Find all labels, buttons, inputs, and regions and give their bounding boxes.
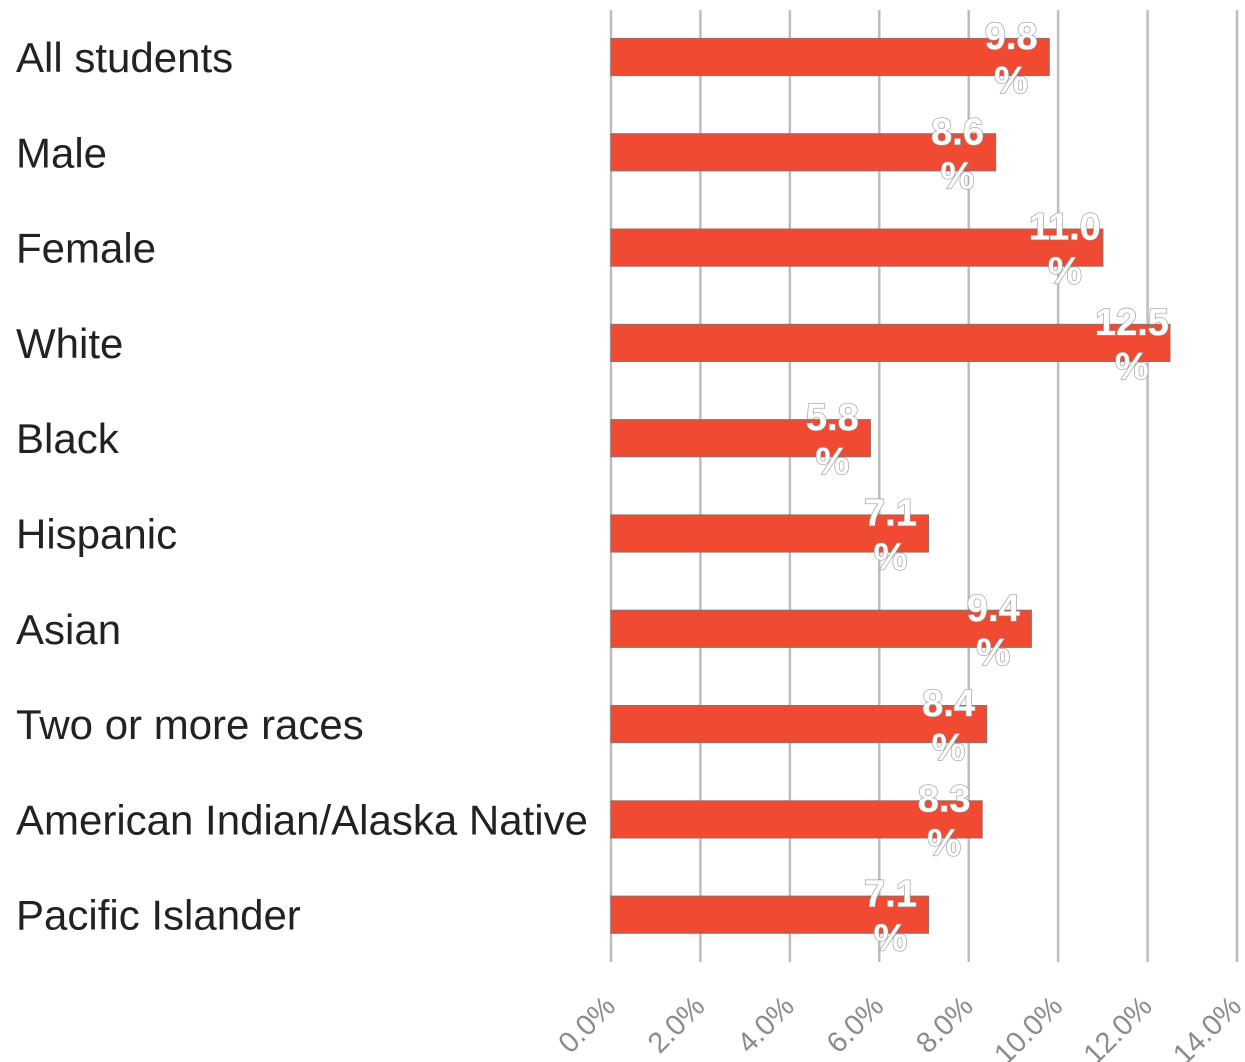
data-label: 8.4%: [922, 683, 975, 769]
category-label: Black: [16, 415, 120, 462]
x-tick-label: 14.0%: [1167, 990, 1245, 1062]
data-label: 11.0%: [1029, 207, 1101, 293]
bar: [610, 704, 988, 744]
category-label: American Indian/Alaska Native: [16, 796, 588, 843]
x-tick-label: 4.0%: [731, 990, 800, 1059]
data-label: 5.8%: [806, 397, 859, 483]
category-labels: All students Male Female White Black Hispanic…: [16, 34, 588, 939]
x-tick-label: 10.0%: [988, 990, 1069, 1062]
category-label: Male: [16, 129, 107, 176]
x-tick-label: 6.0%: [821, 990, 890, 1059]
bar: [610, 419, 871, 458]
x-tick-label: 12.0%: [1078, 990, 1159, 1062]
bar: [610, 895, 930, 934]
x-axis-tick-labels: 0.0% 2.0% 4.0% 6.0% 8.0% 10.0% 12.0% 14.0%: [553, 990, 1245, 1062]
bars: [610, 37, 1171, 934]
category-label: All students: [16, 34, 233, 81]
data-label: 12.5%: [1095, 302, 1169, 388]
data-label: 7.1%: [864, 493, 917, 579]
data-labels: 9.8 %8.6 %11.0 %12.5 %5.8 %7.1 %9.4 %8.4 %8.3 %7.…: [805, 15, 1169, 960]
data-label: 8.6%: [931, 111, 984, 197]
bar: [610, 228, 1104, 267]
data-label: 8.3%: [918, 778, 971, 864]
category-label: Pacific Islander: [16, 892, 301, 939]
bar: [610, 800, 983, 839]
category-label: Asian: [16, 606, 121, 653]
category-label: Hispanic: [16, 511, 177, 558]
bar: [610, 37, 1050, 77]
bar: [610, 609, 1032, 648]
category-label: White: [16, 320, 123, 367]
category-label: Female: [16, 225, 156, 272]
bar: [610, 514, 930, 553]
x-tick-label: 0.0%: [553, 990, 622, 1059]
x-tick-label: 8.0%: [910, 990, 979, 1059]
data-label: 9.4%: [967, 588, 1020, 674]
bar: [610, 133, 997, 172]
data-label: 7.1%: [864, 874, 917, 960]
x-tick-label: 2.0%: [642, 990, 711, 1059]
data-label: 9.8%: [985, 16, 1038, 102]
bar: [610, 323, 1171, 362]
category-label: Two or more races: [16, 701, 364, 748]
